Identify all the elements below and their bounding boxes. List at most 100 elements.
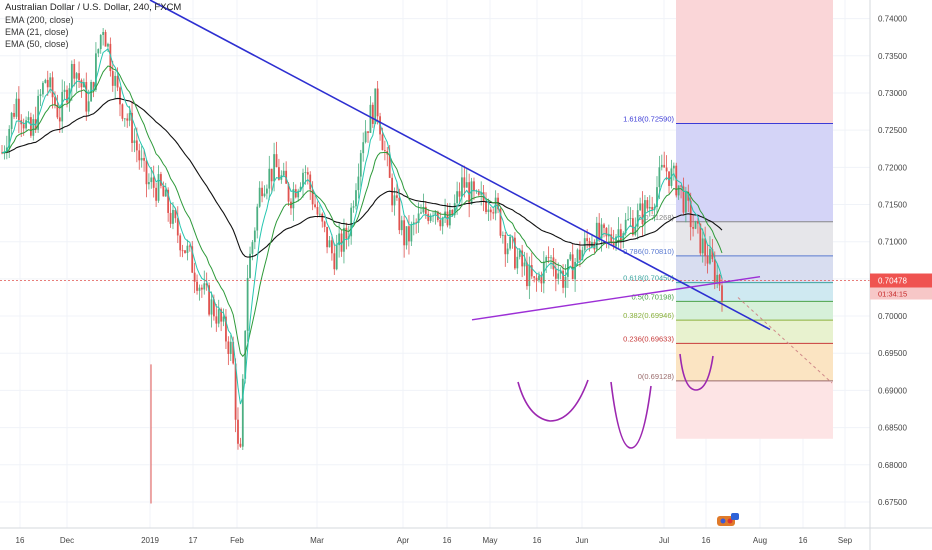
y-tick-label: 0.71500 (878, 201, 907, 210)
candle-body (453, 203, 456, 216)
candle-body (526, 262, 528, 287)
candle-body (547, 257, 550, 258)
candle-body (550, 257, 552, 259)
candle-body (306, 172, 309, 175)
neckline (471, 275, 761, 321)
x-tick-label: 16 (799, 536, 808, 545)
candle-body (593, 242, 596, 250)
candle-body (682, 186, 685, 213)
candle-body (160, 174, 162, 186)
candle-body (215, 316, 218, 324)
candle-body (518, 250, 521, 257)
candle-body (448, 209, 451, 226)
candle-body (179, 235, 182, 251)
candle-body (172, 209, 174, 224)
candle-body (412, 222, 415, 225)
candle-body (229, 341, 232, 354)
candle-body (350, 207, 353, 237)
candle-body (521, 250, 524, 267)
fib-level-label: 0.382(0.69946) (623, 311, 674, 320)
candle-body (44, 79, 47, 83)
candle-body (191, 246, 194, 273)
fib-zone (676, 343, 833, 381)
candle-body (636, 210, 639, 227)
last-price-label: 0.70478 (878, 277, 907, 286)
candle-body (470, 181, 473, 205)
y-tick-label: 0.73000 (878, 89, 907, 98)
candle-body (451, 209, 454, 216)
candle-body (603, 224, 605, 228)
candle-body (576, 249, 579, 262)
candle-body (456, 191, 459, 204)
candle-body (42, 82, 44, 95)
candle-body (261, 187, 263, 197)
last-price-badge (870, 273, 932, 288)
candle-body (5, 147, 8, 152)
fib-zone (676, 123, 833, 222)
candle-body (530, 265, 533, 277)
legend-ema-200[interactable]: EMA (200, close) (5, 15, 74, 25)
fib-level-label: 0.786(0.70810) (623, 247, 674, 256)
candle-body (499, 209, 502, 236)
candle-body (54, 97, 56, 105)
candle-body (648, 206, 651, 209)
candle-body (268, 168, 271, 189)
candle-body (157, 174, 160, 201)
candle-body (265, 188, 268, 194)
y-tick-label: 0.73500 (878, 52, 907, 61)
candle-body (398, 197, 401, 231)
fib-zone (676, 301, 833, 321)
candlesticks (1, 28, 723, 504)
candle-body (646, 200, 649, 209)
candle-body (697, 221, 699, 224)
candle-body (579, 249, 581, 260)
chart-legend: Australian Dollar / U.S. Dollar, 240, FX… (5, 2, 181, 50)
candle-body (294, 189, 297, 198)
candle-body (629, 218, 632, 219)
candle-body (246, 277, 249, 331)
candle-body (574, 261, 577, 280)
drawings (0, 0, 870, 449)
candle-body (203, 283, 206, 290)
candle-body (193, 272, 196, 282)
candle-body (278, 167, 280, 180)
candle-body (241, 378, 244, 447)
candle-body (369, 104, 372, 133)
candle-body (501, 235, 504, 236)
candle-body (102, 31, 105, 35)
candle-body (595, 222, 598, 250)
candle-body (253, 230, 256, 243)
candle-body (116, 75, 119, 88)
legend-ema-50[interactable]: EMA (50, close) (5, 39, 69, 49)
candle-body (126, 118, 129, 121)
candle-body (514, 237, 516, 269)
candle-body (186, 245, 189, 253)
candle-body (422, 206, 425, 213)
candle-body (588, 241, 591, 247)
candle-body (128, 112, 131, 121)
candle-body (480, 192, 483, 195)
candle-body (665, 167, 668, 172)
candle-body (403, 220, 406, 246)
candle-body (408, 226, 410, 242)
candle-body (333, 253, 336, 270)
candle-body (345, 227, 348, 239)
candle-body (162, 185, 165, 197)
legend-ema-21[interactable]: EMA (21, close) (5, 27, 69, 37)
countdown-badge (870, 287, 932, 300)
candle-body (429, 215, 432, 221)
candle-body (545, 257, 548, 262)
candle-body (624, 219, 627, 234)
candle-body (27, 117, 30, 121)
x-tick-label: May (482, 536, 497, 545)
y-tick-label: 0.67500 (878, 498, 907, 507)
candle-body (263, 193, 266, 197)
candle-body (357, 176, 360, 191)
candle-body (82, 82, 85, 88)
candle-body (232, 341, 235, 364)
candle-body (405, 226, 408, 246)
candle-body (434, 211, 437, 216)
candle-body (564, 276, 567, 288)
